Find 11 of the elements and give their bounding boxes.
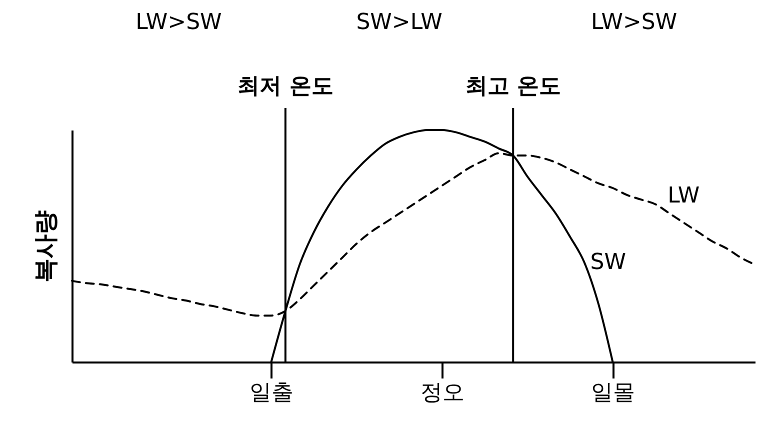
text: SW>LW [356, 10, 443, 35]
text: LW>SW [590, 10, 678, 35]
text: 최고 온도 [465, 74, 561, 99]
series-label: SW [590, 250, 626, 276]
text: LW>SW [136, 10, 222, 35]
x-tick-label: 일몰 [591, 380, 636, 406]
x-tick-label: 일출 [250, 380, 294, 406]
text: 최저 온도 [238, 74, 334, 99]
x-tick-label: 정오 [420, 380, 464, 406]
series-label: LW [668, 184, 700, 209]
y-axis-title: 복사량 [32, 210, 60, 282]
